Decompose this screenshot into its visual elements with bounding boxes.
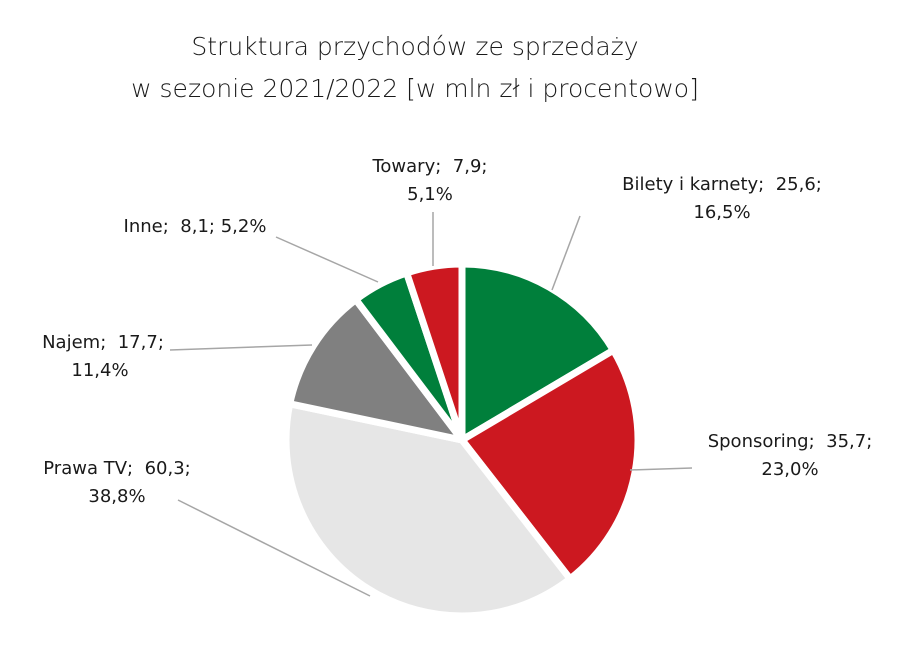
pie-slice <box>458 260 617 444</box>
percentage-label: 5,2% <box>221 216 267 237</box>
category-name: Najem <box>42 332 100 353</box>
category-name: Prawa TV <box>43 458 127 479</box>
percentage-label: 16,5% <box>693 202 750 223</box>
separator: ; <box>163 216 169 237</box>
separator: ; <box>100 332 106 353</box>
chart-title: w sezonie 2021/2022 [w mln zł i procento… <box>131 74 699 103</box>
pie-slice <box>458 346 642 583</box>
value-label: 8,1 <box>180 216 209 237</box>
data-label: Najem; 17,7; <box>42 332 164 353</box>
separator: ; <box>816 174 822 195</box>
category-name: Sponsoring <box>708 431 809 452</box>
separator: ; <box>866 431 872 452</box>
leader-line <box>551 215 581 291</box>
data-label: Sponsoring; 35,7; <box>708 431 873 452</box>
pie-slice <box>403 260 466 444</box>
percentage-label: 11,4% <box>71 360 128 381</box>
leader-line <box>177 499 371 597</box>
leader-line <box>169 344 313 351</box>
data-label: Towary; 7,9; <box>371 156 487 177</box>
value-label: 25,6 <box>776 174 816 195</box>
separator: ; <box>209 216 215 237</box>
separator: ; <box>481 156 487 177</box>
value-label: 17,7 <box>118 332 158 353</box>
separator: ; <box>758 174 764 195</box>
data-label: Bilety i karnety; 25,6; <box>622 174 822 195</box>
separator: ; <box>127 458 133 479</box>
pie-slice <box>282 400 574 620</box>
category-name: Towary <box>371 156 435 177</box>
separator: ; <box>158 332 164 353</box>
value-label: 60,3 <box>145 458 185 479</box>
separator: ; <box>435 156 441 177</box>
separator: ; <box>809 431 815 452</box>
category-name: Bilety i karnety <box>622 174 758 195</box>
percentage-label: 5,1% <box>407 184 453 205</box>
separator: ; <box>185 458 191 479</box>
category-name: Inne <box>124 216 163 237</box>
leader-line <box>629 467 693 471</box>
value-label: 35,7 <box>826 431 866 452</box>
percentage-label: 38,8% <box>88 486 145 507</box>
data-label: Inne; 8,1; 5,2% <box>124 216 267 237</box>
percentage-label: 23,0% <box>761 459 818 480</box>
leader-line <box>275 236 379 283</box>
pie-slice <box>286 296 466 444</box>
data-label: Prawa TV; 60,3; <box>43 458 190 479</box>
chart-title: Struktura przychodów ze sprzedaży <box>191 32 638 61</box>
value-label: 7,9 <box>453 156 482 177</box>
